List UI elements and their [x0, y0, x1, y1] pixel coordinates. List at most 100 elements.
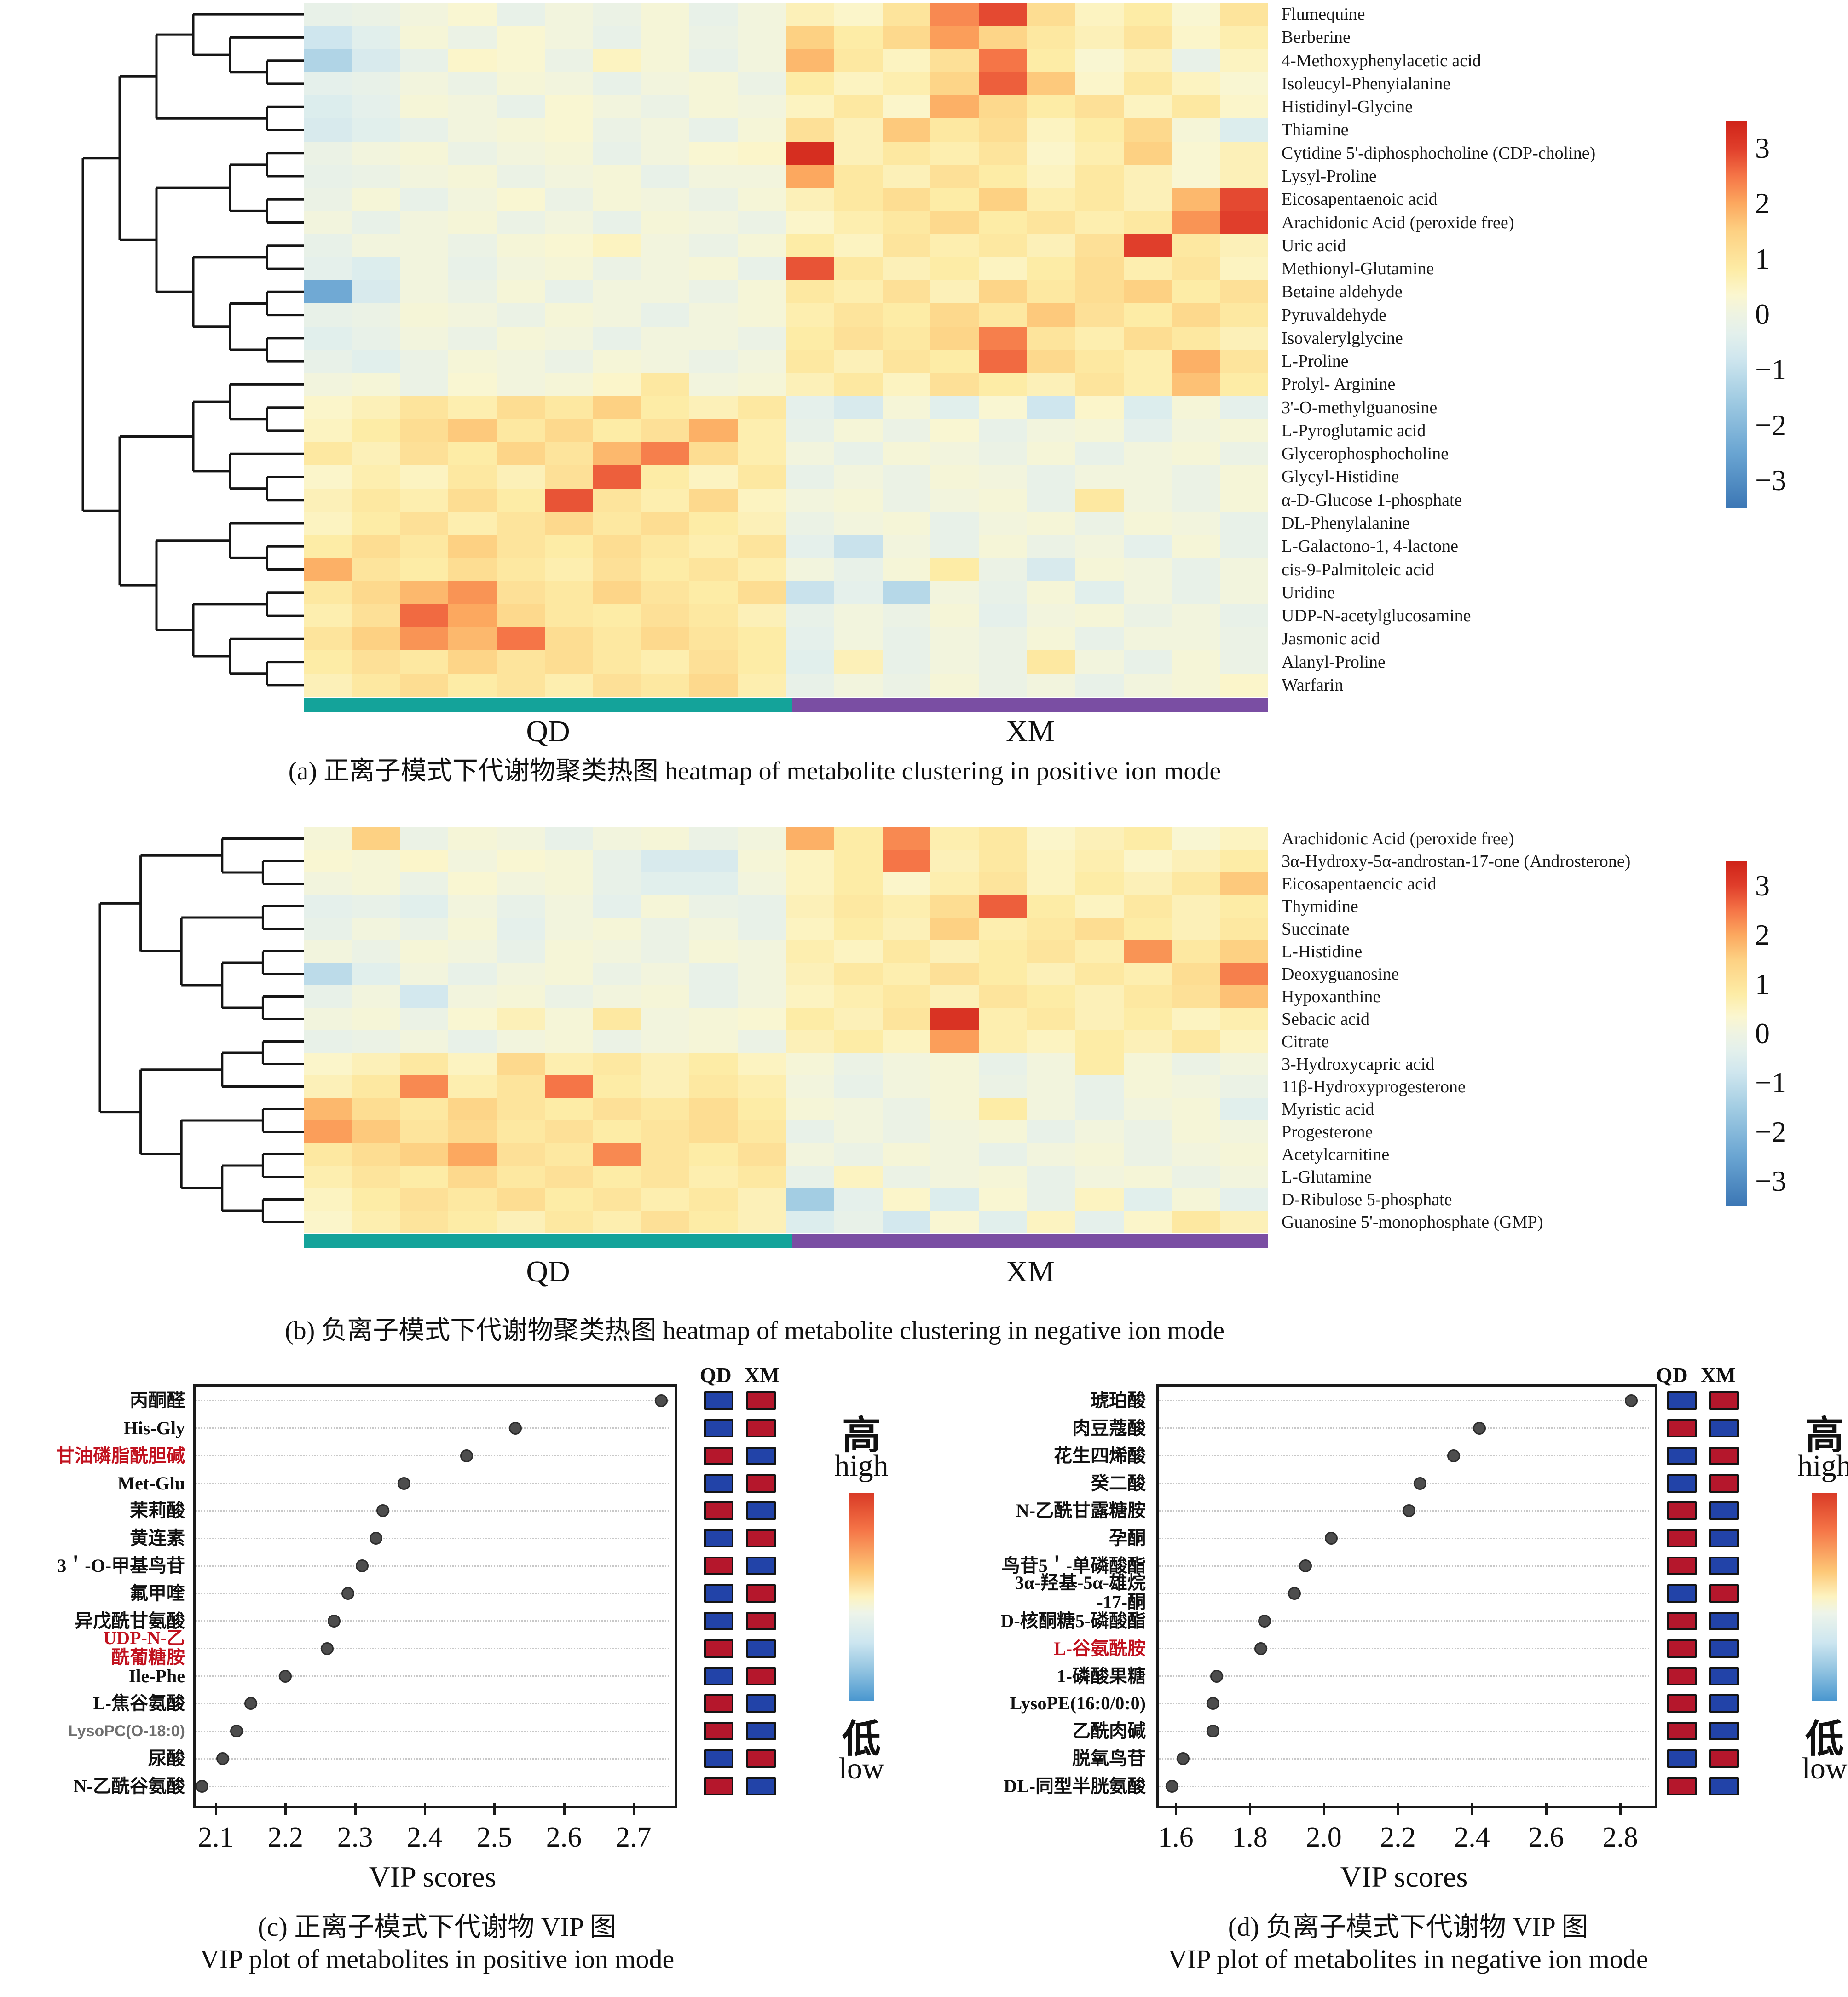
heatmap-cell	[1220, 49, 1268, 72]
heatmap-cell	[834, 211, 883, 234]
heatmap-cell	[1220, 1075, 1268, 1098]
heatmap-cell	[304, 604, 352, 628]
heatmap-cell	[641, 72, 690, 96]
heatmap-cell	[1027, 280, 1075, 304]
heatmap-cell	[593, 72, 641, 96]
heatmap-cell	[689, 963, 738, 985]
heatmap-cell	[1027, 211, 1075, 234]
heatmap-cell	[497, 72, 545, 96]
heatmap-cell	[834, 627, 883, 651]
heatmap-cell	[1220, 1053, 1268, 1075]
heatmap-cell	[979, 234, 1027, 257]
heatmap-cell	[1123, 141, 1172, 165]
heatmap-cell	[1075, 1075, 1124, 1098]
heatmap-row-label: Prolyl- Arginine	[1282, 375, 1396, 394]
heatmap-cell	[1220, 650, 1268, 674]
heatmap-cell	[641, 627, 690, 651]
caption-d-en: VIP plot of metabolites in negative ion …	[1168, 1944, 1648, 1974]
heatmap-cell	[786, 604, 834, 628]
vip-row-label-line: UDP-N-乙	[103, 1627, 185, 1648]
mini-heatmap-cell-qd	[1667, 1474, 1697, 1493]
heatmap-cell	[352, 1211, 400, 1233]
heatmap-cell	[930, 1053, 979, 1075]
heatmap-cell	[497, 349, 545, 373]
heatmap-cell	[545, 1143, 593, 1166]
heatmap-cell	[882, 1166, 931, 1188]
heatmap-cell	[979, 72, 1027, 96]
heatmap-cell	[497, 985, 545, 1008]
heatmap-cell	[400, 164, 449, 188]
mini-heatmap-cell-xm	[1709, 1501, 1739, 1520]
vip-gridline	[1159, 1537, 1649, 1539]
heatmap-cell	[882, 604, 931, 628]
heatmap-cell	[352, 349, 400, 373]
vip-dot	[355, 1559, 369, 1573]
heatmap-cell	[1123, 1098, 1172, 1120]
heatmap-cell	[738, 72, 786, 96]
mini-heatmap-cell-qd	[1667, 1501, 1697, 1520]
heatmap-cell	[1027, 442, 1075, 466]
heatmap-cell	[593, 872, 641, 895]
heatmap-cell	[448, 49, 497, 72]
heatmap-cell	[1123, 604, 1172, 628]
heatmap-cell	[448, 872, 497, 895]
heatmap-cell	[641, 1120, 690, 1143]
heatmap-cell	[1123, 673, 1172, 697]
axis-tick-label: 2.1	[198, 1822, 234, 1853]
heatmap-row-label: Histidinyl-Glycine	[1282, 97, 1413, 117]
heatmap-cell	[400, 511, 449, 535]
heatmap-cell	[593, 535, 641, 558]
vip-row-label: 琥珀酸	[1091, 1390, 1146, 1411]
heatmap-cell	[1220, 3, 1268, 26]
heatmap-cell	[786, 303, 834, 327]
heatmap-cell	[593, 940, 641, 963]
heatmap-cell	[1123, 940, 1172, 963]
heatmap-cell	[641, 349, 690, 373]
axis-tick-label: 1.8	[1232, 1822, 1268, 1853]
heatmap-cell	[593, 627, 641, 651]
heatmap-cell	[400, 581, 449, 604]
heatmap-cell	[1123, 419, 1172, 443]
heatmap-row-label: Succinate	[1282, 919, 1350, 939]
heatmap-cell	[979, 1211, 1027, 1233]
heatmap-positive-mode	[304, 3, 1268, 697]
heatmap-cell	[738, 604, 786, 628]
heatmap-cell	[786, 850, 834, 872]
heatmap-cell	[738, 95, 786, 119]
heatmap-cell	[979, 1143, 1027, 1166]
mini-heatmap-cell-xm	[746, 1667, 776, 1685]
heatmap-cell	[1172, 49, 1220, 72]
heatmap-cell	[882, 442, 931, 466]
heatmap-cell	[689, 3, 738, 26]
vip-row-label: 尿酸	[148, 1748, 185, 1769]
heatmap-cell	[689, 673, 738, 697]
heatmap-cell	[930, 211, 979, 234]
heatmap-cell	[497, 918, 545, 940]
heatmap-cell	[1027, 164, 1075, 188]
vip-row-label: N-乙酰甘露糖胺	[1016, 1500, 1146, 1521]
heatmap-cell	[497, 211, 545, 234]
heatmap-cell	[882, 1143, 931, 1166]
heatmap-cell	[979, 188, 1027, 211]
heatmap-cell	[738, 918, 786, 940]
colorbar-tick-label: −3	[1755, 463, 1787, 496]
vip-gridline	[1159, 1758, 1649, 1760]
vip-dot	[376, 1504, 390, 1518]
heatmap-cell	[738, 1098, 786, 1120]
vip-gridline	[1159, 1455, 1649, 1457]
heatmap-cell	[1172, 1143, 1220, 1166]
mini-heatmap-cell-xm	[1709, 1557, 1739, 1576]
heatmap-cell	[1075, 396, 1124, 419]
heatmap-cell	[930, 141, 979, 165]
heatmap-cell	[834, 326, 883, 350]
heatmap-cell	[545, 49, 593, 72]
heatmap-row-label: Isovalerylglycine	[1282, 328, 1403, 348]
vip-dot	[321, 1642, 334, 1655]
heatmap-cell	[497, 141, 545, 165]
heatmap-cell	[1027, 141, 1075, 165]
heatmap-cell	[497, 963, 545, 985]
heatmap-cell	[352, 234, 400, 257]
heatmap-cell	[593, 963, 641, 985]
mini-heatmap-cell-qd	[1667, 1777, 1697, 1796]
heatmap-cell	[1075, 1098, 1124, 1120]
